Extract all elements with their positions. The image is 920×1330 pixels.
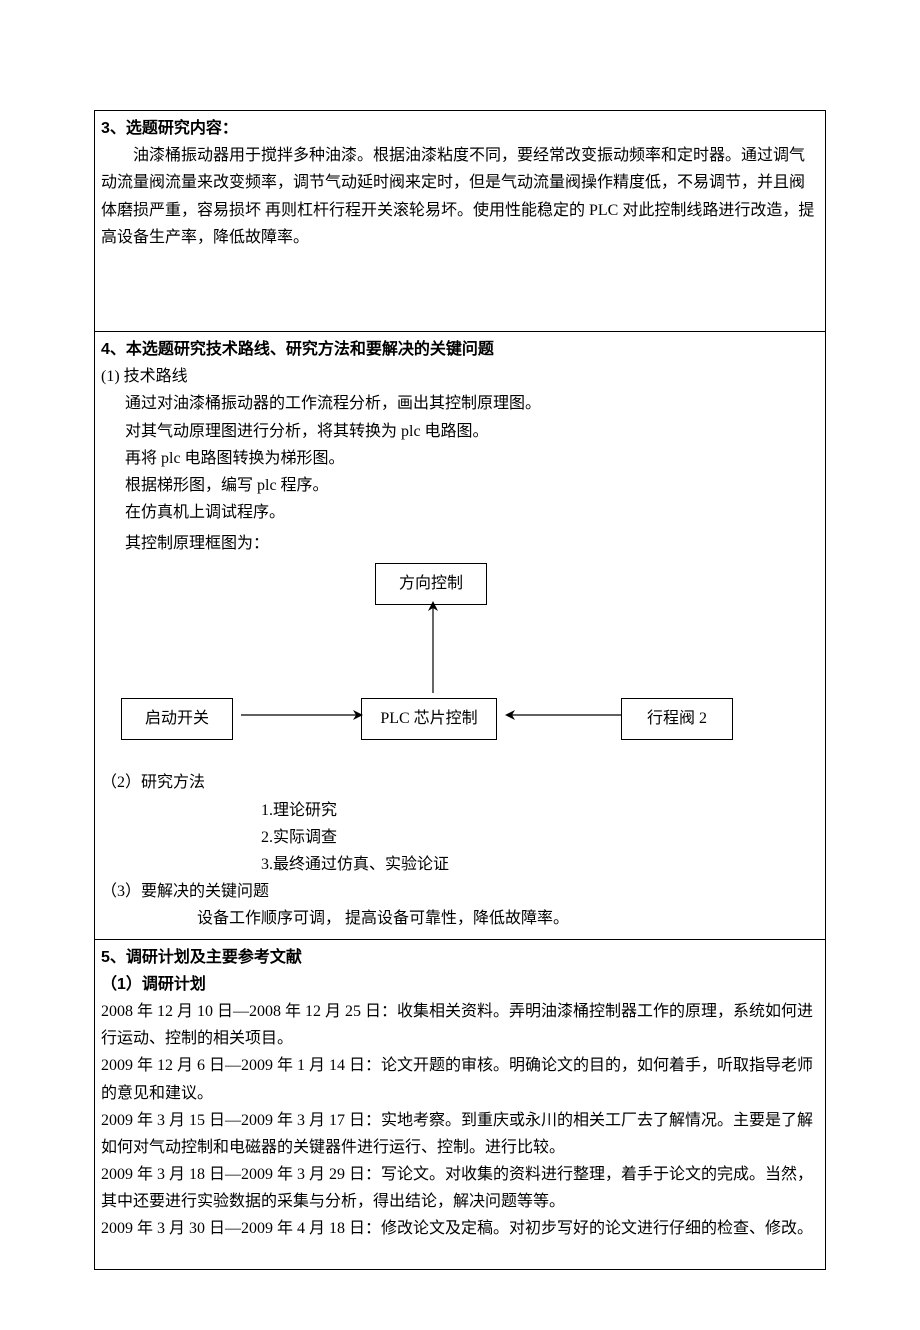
page: 3、选题研究内容： 油漆桶振动器用于搅拌多种油漆。根据油漆粘度不同，要经常改变振… [0, 0, 920, 1330]
plan-entry-0: 2008 年 12 月 10 日—2008 年 12 月 25 日：收集相关资料… [101, 998, 819, 1052]
route-line-0: 通过对油漆桶振动器的工作流程分析，画出其控制原理图。 [101, 390, 819, 417]
node-top: 方向控制 [375, 563, 487, 604]
key-label: （3）要解决的关键问题 [101, 878, 819, 905]
method-0: 1.理论研究 [101, 797, 819, 824]
section-3-body: 油漆桶振动器用于搅拌多种油漆。根据油漆粘度不同，要经常改变振动频率和定时器。通过… [101, 142, 819, 251]
plan-entry-2: 2009 年 3 月 15 日—2009 年 3 月 17 日：实地考察。到重庆… [101, 1107, 819, 1161]
route-line-3: 根据梯形图，编写 plc 程序。 [101, 472, 819, 499]
key-text: 设备工作顺序可调， 提高设备可靠性，降低故障率。 [101, 905, 819, 932]
plan-entry-1: 2009 年 12 月 6 日—2009 年 1 月 14 日：论文开题的审核。… [101, 1052, 819, 1106]
method-2: 3.最终通过仿真、实验论证 [101, 851, 819, 878]
document-table: 3、选题研究内容： 油漆桶振动器用于搅拌多种油漆。根据油漆粘度不同，要经常改变振… [94, 110, 826, 1270]
node-left-label: 启动开关 [145, 710, 209, 727]
node-center: PLC 芯片控制 [361, 698, 497, 739]
route-line-2: 再将 plc 电路图转换为梯形图。 [101, 445, 819, 472]
section-4-title: 4、本选题研究技术路线、研究方法和要解决的关键问题 [101, 336, 819, 363]
node-right: 行程阀 2 [621, 698, 733, 739]
method-label: （2）研究方法 [101, 769, 819, 796]
section-5-title: 5、调研计划及主要参考文献 [101, 944, 819, 971]
plan-entry-3: 2009 年 3 月 18 日—2009 年 3 月 29 日：写论文。对收集的… [101, 1161, 819, 1215]
section-3-title: 3、选题研究内容： [101, 115, 819, 142]
control-diagram: 方向控制 启动开关 PLC 芯片控制 行程阀 2 [101, 563, 819, 763]
section-5-cell: 5、调研计划及主要参考文献 （1）调研计划 2008 年 12 月 10 日—2… [95, 939, 826, 1269]
section-3-cell: 3、选题研究内容： 油漆桶振动器用于搅拌多种油漆。根据油漆粘度不同，要经常改变振… [95, 111, 826, 332]
plan-entry-4: 2009 年 3 月 30 日—2009 年 4 月 18 日：修改论文及定稿。… [101, 1215, 819, 1242]
route-line-1: 对其气动原理图进行分析，将其转换为 plc 电路图。 [101, 418, 819, 445]
route-line-4: 在仿真机上调试程序。 [101, 499, 819, 526]
route-label: (1) 技术路线 [101, 363, 819, 390]
node-left: 启动开关 [121, 698, 233, 739]
plan-label: （1）调研计划 [101, 971, 819, 998]
diagram-caption: 其控制原理框图为： [101, 530, 819, 557]
node-center-label: PLC 芯片控制 [380, 710, 477, 727]
method-1: 2.实际调查 [101, 824, 819, 851]
section-4-cell: 4、本选题研究技术路线、研究方法和要解决的关键问题 (1) 技术路线 通过对油漆… [95, 331, 826, 939]
node-top-label: 方向控制 [399, 575, 463, 592]
node-right-label: 行程阀 2 [647, 710, 707, 727]
